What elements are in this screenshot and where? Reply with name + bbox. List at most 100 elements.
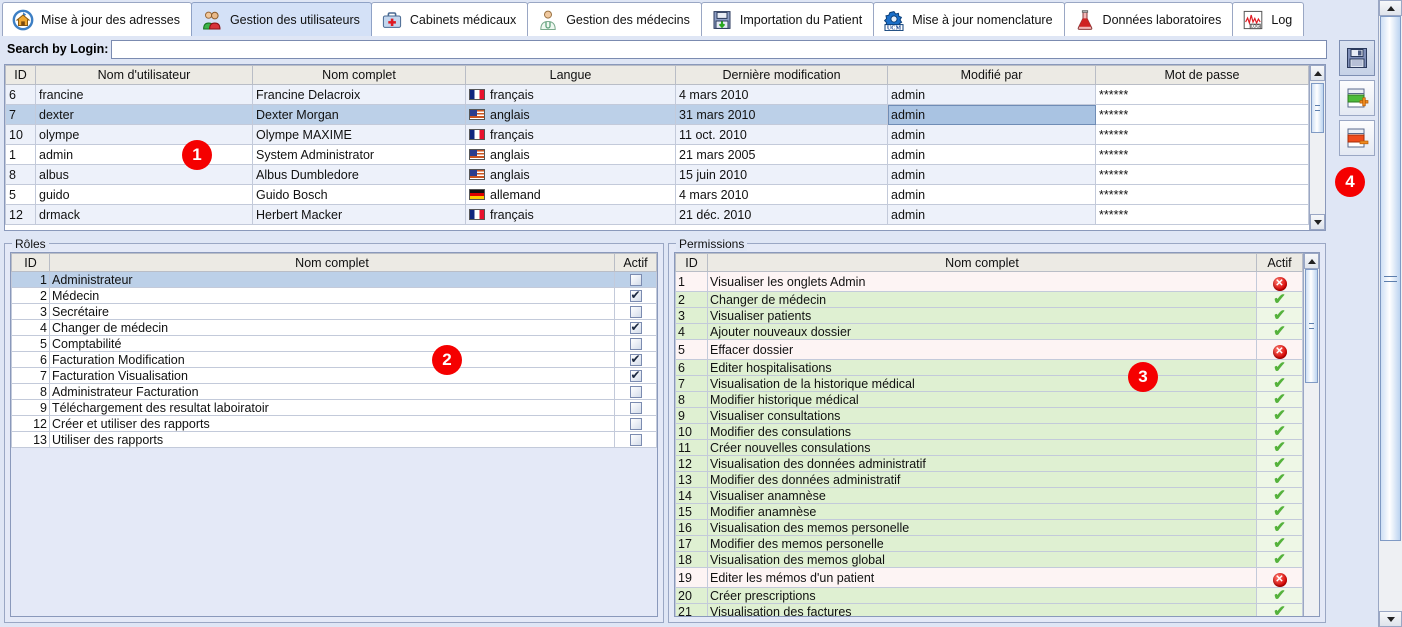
permission-name-cell[interactable]: Editer hospitalisations <box>707 359 1257 376</box>
checkbox-icon[interactable] <box>629 273 642 286</box>
user-fullname-cell[interactable]: Herbert Macker <box>252 204 466 225</box>
permission-active-cell[interactable]: ✔ <box>1256 391 1303 408</box>
permission-active-cell[interactable]: ✔ <box>1256 307 1303 324</box>
window-scroll-down-arrow-icon[interactable] <box>1379 611 1402 627</box>
role-name-cell[interactable]: Médecin <box>49 287 615 304</box>
table-row[interactable]: 12 drmack Herbert Macker français 21 déc. 20… <box>5 204 1309 225</box>
checkbox-icon[interactable] <box>629 417 642 430</box>
table-row[interactable]: 10 olympe Olympe MAXIME français 11 oct. 201… <box>5 124 1309 145</box>
user-password-cell[interactable]: ****** <box>1095 184 1309 205</box>
tab-cabinets-m-dicaux[interactable]: Cabinets médicaux <box>370 2 529 36</box>
user-modified-cell[interactable]: 15 juin 2010 <box>675 164 888 185</box>
permission-row[interactable]: 15 Modifier anamnèse ✔ <box>675 503 1303 520</box>
checkbox-icon[interactable] <box>629 305 642 318</box>
permission-row[interactable]: 21 Visualisation des factures ✔ <box>675 603 1303 616</box>
permissions-col-header[interactable]: ID <box>675 253 708 272</box>
permission-row[interactable]: 19 Editer les mémos d'un patient ✕ <box>675 567 1303 588</box>
user-modified-by-cell[interactable]: admin <box>887 84 1096 105</box>
search-input[interactable] <box>111 39 1327 59</box>
permission-id-cell[interactable]: 20 <box>675 587 708 604</box>
role-id-cell[interactable]: 13 <box>11 431 50 448</box>
user-language-cell[interactable]: français <box>465 204 676 225</box>
permission-row[interactable]: 13 Modifier des données administratif ✔ <box>675 471 1303 488</box>
user-language-cell[interactable]: allemand <box>465 184 676 205</box>
role-name-cell[interactable]: Secrétaire <box>49 303 615 320</box>
role-row[interactable]: 9 Téléchargement des resultat laboiratoir <box>11 399 657 416</box>
permission-name-cell[interactable]: Modifier historique médical <box>707 391 1257 408</box>
user-modified-cell[interactable]: 31 mars 2010 <box>675 104 888 125</box>
permission-id-cell[interactable]: 8 <box>675 391 708 408</box>
permission-active-cell[interactable]: ✔ <box>1256 455 1303 472</box>
permission-id-cell[interactable]: 5 <box>675 339 708 360</box>
user-password-cell[interactable]: ****** <box>1095 84 1309 105</box>
role-active-checkbox[interactable] <box>614 303 657 320</box>
user-id-cell[interactable]: 1 <box>5 144 36 165</box>
users-col-header[interactable]: Dernière modification <box>675 65 888 85</box>
user-login-cell[interactable]: dexter <box>35 104 253 125</box>
permission-active-cell[interactable]: ✔ <box>1256 439 1303 456</box>
permission-id-cell[interactable]: 11 <box>675 439 708 456</box>
permission-active-cell[interactable]: ✔ <box>1256 407 1303 424</box>
checkbox-icon[interactable] <box>629 289 642 302</box>
users-col-header[interactable]: Mot de passe <box>1095 65 1309 85</box>
permission-active-cell[interactable]: ✔ <box>1256 535 1303 552</box>
roles-col-header[interactable]: ID <box>11 253 50 272</box>
role-active-checkbox[interactable] <box>614 431 657 448</box>
user-modified-by-cell[interactable]: admin <box>887 144 1096 165</box>
user-fullname-cell[interactable]: Dexter Morgan <box>252 104 466 125</box>
role-row[interactable]: 13 Utiliser des rapports <box>11 431 657 448</box>
role-row[interactable]: 12 Créer et utiliser des rapports <box>11 415 657 432</box>
permission-id-cell[interactable]: 16 <box>675 519 708 536</box>
role-active-checkbox[interactable] <box>614 271 657 288</box>
users-col-header[interactable]: Modifié par <box>887 65 1096 85</box>
checkbox-icon[interactable] <box>629 369 642 382</box>
permission-name-cell[interactable]: Visualiser les onglets Admin <box>707 271 1257 292</box>
permission-name-cell[interactable]: Ajouter nouveaux dossier <box>707 323 1257 340</box>
scroll-down-arrow-icon[interactable] <box>1310 214 1325 230</box>
user-modified-by-cell[interactable]: admin <box>887 204 1096 225</box>
permission-id-cell[interactable]: 19 <box>675 567 708 588</box>
permission-name-cell[interactable]: Créer nouvelles consulations <box>707 439 1257 456</box>
tab-log[interactable]: LOG Log <box>1232 2 1305 36</box>
permission-row[interactable]: 5 Effacer dossier ✕ <box>675 339 1303 360</box>
permission-id-cell[interactable]: 2 <box>675 291 708 308</box>
users-vertical-scrollbar[interactable] <box>1309 65 1325 230</box>
perm-scroll-up-arrow-icon[interactable] <box>1304 253 1319 269</box>
user-password-cell[interactable]: ****** <box>1095 124 1309 145</box>
user-id-cell[interactable]: 7 <box>5 104 36 125</box>
role-row[interactable]: 3 Secrétaire <box>11 303 657 320</box>
role-name-cell[interactable]: Facturation Visualisation <box>49 367 615 384</box>
role-name-cell[interactable]: Téléchargement des resultat laboiratoir <box>49 399 615 416</box>
user-login-cell[interactable]: guido <box>35 184 253 205</box>
role-id-cell[interactable]: 8 <box>11 383 50 400</box>
permission-row[interactable]: 14 Visualiser anamnèse ✔ <box>675 487 1303 504</box>
role-active-checkbox[interactable] <box>614 399 657 416</box>
checkbox-icon[interactable] <box>629 433 642 446</box>
role-name-cell[interactable]: Administrateur <box>49 271 615 288</box>
user-login-cell[interactable]: drmack <box>35 204 253 225</box>
permission-active-cell[interactable]: ✔ <box>1256 291 1303 308</box>
permission-row[interactable]: 3 Visualiser patients ✔ <box>675 307 1303 324</box>
add-button[interactable] <box>1338 80 1375 116</box>
permission-active-cell[interactable]: ✔ <box>1256 487 1303 504</box>
user-modified-by-cell[interactable]: admin <box>887 184 1096 205</box>
users-col-header[interactable]: Nom complet <box>252 65 466 85</box>
permission-row[interactable]: 18 Visualisation des memos global ✔ <box>675 551 1303 568</box>
role-id-cell[interactable]: 1 <box>11 271 50 288</box>
role-active-checkbox[interactable] <box>614 319 657 336</box>
permission-row[interactable]: 9 Visualiser consultations ✔ <box>675 407 1303 424</box>
permission-active-cell[interactable]: ✕ <box>1256 271 1303 292</box>
permission-active-cell[interactable]: ✔ <box>1256 551 1303 568</box>
user-language-cell[interactable]: anglais <box>465 144 676 165</box>
permissions-col-header[interactable]: Actif <box>1256 253 1303 272</box>
role-id-cell[interactable]: 7 <box>11 367 50 384</box>
table-row[interactable]: 8 albus Albus Dumbledore anglais 15 juin 201… <box>5 164 1309 185</box>
role-id-cell[interactable]: 9 <box>11 399 50 416</box>
permission-active-cell[interactable]: ✔ <box>1256 603 1303 616</box>
roles-col-header[interactable]: Nom complet <box>49 253 615 272</box>
role-name-cell[interactable]: Créer et utiliser des rapports <box>49 415 615 432</box>
permission-id-cell[interactable]: 3 <box>675 307 708 324</box>
permission-active-cell[interactable]: ✔ <box>1256 471 1303 488</box>
user-fullname-cell[interactable]: Olympe MAXIME <box>252 124 466 145</box>
permission-active-cell[interactable]: ✔ <box>1256 323 1303 340</box>
